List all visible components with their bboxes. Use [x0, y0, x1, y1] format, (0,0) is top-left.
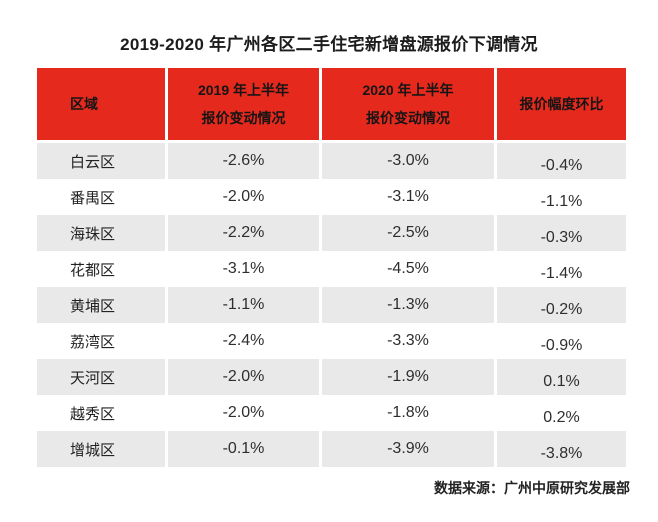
data-source-note: 数据来源：广州中原研究发展部 — [434, 480, 630, 496]
mom-value: -0.9% — [540, 337, 583, 354]
mom-value: -0.3% — [540, 229, 583, 246]
table-row: 越秀区 -2.0% -1.8% 0.2% — [37, 395, 626, 431]
district-cell: 黄埔区 — [37, 287, 168, 323]
value-mom-cell: -1.4% — [497, 251, 626, 287]
value-2020-cell: -2.5% — [322, 215, 497, 251]
value-2020-cell: -3.1% — [322, 179, 497, 215]
value-2020-cell: -1.3% — [322, 287, 497, 323]
value-2019-cell: -2.0% — [168, 395, 322, 431]
header-label-2019-line2: 报价变动情况 — [201, 109, 286, 126]
district-cell: 花都区 — [37, 251, 168, 287]
district-cell: 白云区 — [37, 143, 168, 179]
district-cell: 增城区 — [37, 431, 168, 467]
header-cell-mom: 报价幅度环比 — [497, 68, 626, 143]
table-row: 海珠区 -2.2% -2.5% -0.3% — [37, 215, 626, 251]
table-row: 花都区 -3.1% -4.5% -1.4% — [37, 251, 626, 287]
district-cell: 海珠区 — [37, 215, 168, 251]
header-row: 区域 2019 年上半年 报价变动情况 2020 年上半年 报价变动情况 报价幅… — [37, 68, 626, 143]
header-label-mom: 报价幅度环比 — [519, 95, 604, 112]
header-cell-2020: 2020 年上半年 报价变动情况 — [322, 68, 497, 143]
mom-value: -1.4% — [540, 265, 583, 282]
district-cell: 荔湾区 — [37, 323, 168, 359]
table-row: 增城区 -0.1% -3.9% -3.8% — [37, 431, 626, 467]
value-mom-cell: -0.3% — [497, 215, 626, 251]
mom-value: 0.1% — [543, 373, 580, 390]
value-2020-cell: -3.3% — [322, 323, 497, 359]
district-cell: 越秀区 — [37, 395, 168, 431]
value-2019-cell: -2.0% — [168, 359, 322, 395]
value-mom-cell: 0.1% — [497, 359, 626, 395]
value-2019-cell: -2.6% — [168, 143, 322, 179]
value-2019-cell: -1.1% — [168, 287, 322, 323]
mom-value: 0.2% — [543, 409, 580, 426]
header-label-2019-line1: 2019 年上半年 — [197, 81, 290, 98]
district-cell: 天河区 — [37, 359, 168, 395]
value-2020-cell: -4.5% — [322, 251, 497, 287]
value-2019-cell: -3.1% — [168, 251, 322, 287]
header-label-2020-line2: 报价变动情况 — [366, 109, 450, 126]
header-label-2020-line1: 2020 年上半年 — [362, 81, 454, 98]
value-mom-cell: -0.2% — [497, 287, 626, 323]
header-cell-region: 区域 — [37, 68, 168, 143]
value-mom-cell: -0.9% — [497, 323, 626, 359]
mom-value: -1.1% — [540, 193, 583, 210]
value-2020-cell: -3.0% — [322, 143, 497, 179]
mom-value: -0.2% — [540, 301, 583, 318]
header-label-region: 区域 — [70, 95, 98, 112]
table-row: 荔湾区 -2.4% -3.3% -0.9% — [37, 323, 626, 359]
table-row: 番禺区 -2.0% -3.1% -1.1% — [37, 179, 626, 215]
value-2019-cell: -0.1% — [168, 431, 322, 467]
table-row: 白云区 -2.6% -3.0% -0.4% — [37, 143, 626, 179]
value-2019-cell: -2.4% — [168, 323, 322, 359]
district-cell: 番禺区 — [37, 179, 168, 215]
value-2020-cell: -1.8% — [322, 395, 497, 431]
value-mom-cell: -1.1% — [497, 179, 626, 215]
mom-value: -3.8% — [540, 445, 583, 462]
header-cell-2019: 2019 年上半年 报价变动情况 — [168, 68, 322, 143]
mom-value: -0.4% — [540, 157, 583, 174]
value-mom-cell: 0.2% — [497, 395, 626, 431]
value-2019-cell: -2.0% — [168, 179, 322, 215]
value-2019-cell: -2.2% — [168, 215, 322, 251]
value-mom-cell: -0.4% — [497, 143, 626, 179]
table-row: 天河区 -2.0% -1.9% 0.1% — [37, 359, 626, 395]
value-mom-cell: -3.8% — [497, 431, 626, 467]
price-change-table: 区域 2019 年上半年 报价变动情况 2020 年上半年 报价变动情况 报价幅… — [37, 68, 626, 467]
value-2020-cell: -1.9% — [322, 359, 497, 395]
page-title: 2019-2020 年广州各区二手住宅新增盘源报价下调情况 — [120, 35, 538, 54]
table-row: 黄埔区 -1.1% -1.3% -0.2% — [37, 287, 626, 323]
value-2020-cell: -3.9% — [322, 431, 497, 467]
